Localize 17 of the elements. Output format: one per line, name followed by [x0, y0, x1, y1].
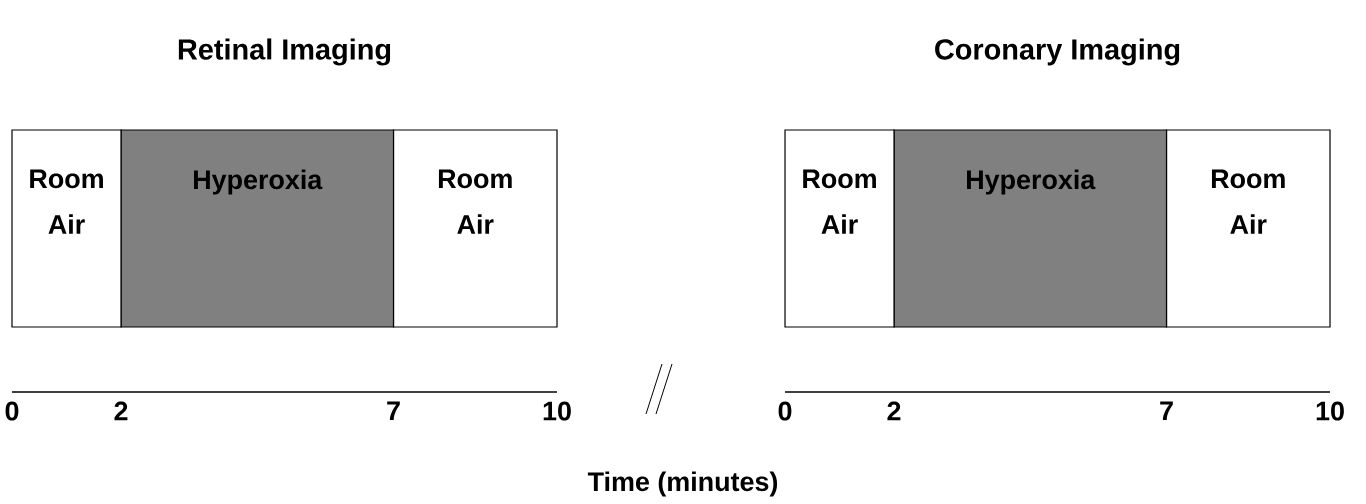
- x-axis-title: Time (minutes): [587, 471, 778, 497]
- chart-title: Coronary Imaging: [935, 38, 1180, 66]
- series-label: Hyperoxia: [967, 169, 1096, 195]
- chart-title: Retinal Imaging: [178, 38, 391, 66]
- x-tick-label: 10: [1316, 401, 1344, 421]
- x-tick-label: 10: [543, 401, 571, 421]
- series-label: Room Air: [30, 169, 103, 234]
- series-label: Hyperoxia: [194, 169, 323, 195]
- series-label: Room Air: [438, 169, 512, 234]
- x-tick-label: 2: [887, 401, 901, 421]
- series-label: Room Air: [803, 169, 876, 234]
- x-tick-label: 7: [387, 401, 400, 421]
- x-tick-label: 2: [114, 401, 128, 421]
- x-tick-label: 0: [778, 401, 792, 421]
- x-tick-label: 7: [1160, 401, 1173, 421]
- series-label: Room Air: [1211, 169, 1285, 234]
- x-tick-label: 0: [5, 401, 19, 421]
